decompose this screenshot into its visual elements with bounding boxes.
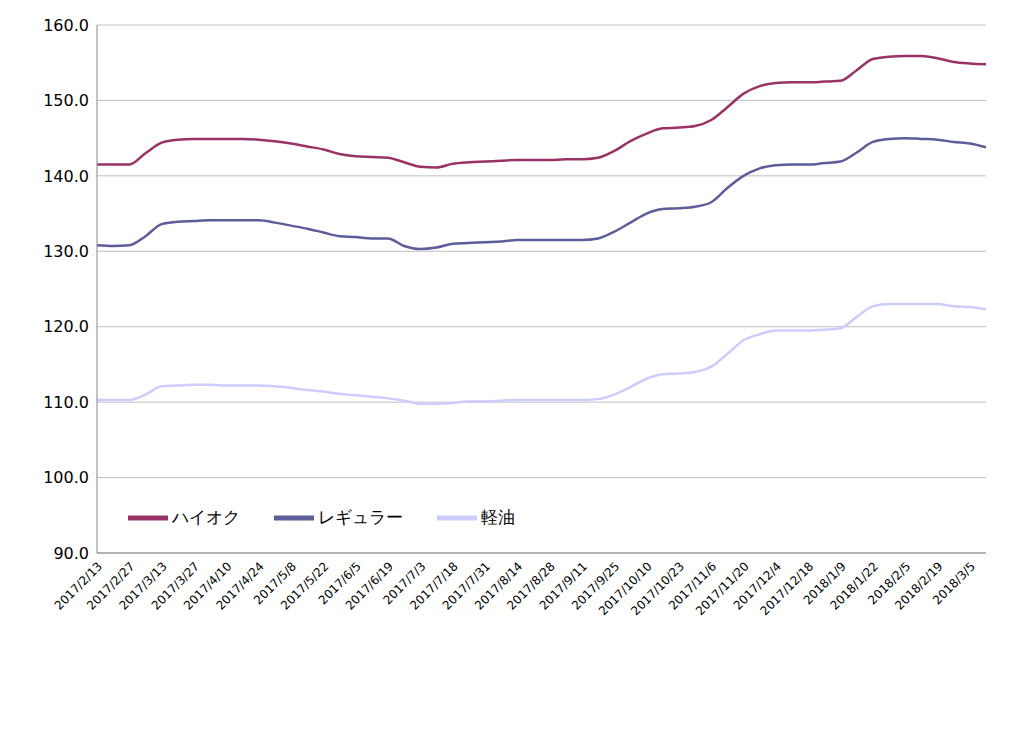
svg-text:150.0: 150.0	[43, 91, 89, 110]
svg-text:2017/4/24: 2017/4/24	[213, 559, 267, 613]
svg-text:2017/11/6: 2017/11/6	[666, 559, 720, 613]
svg-text:120.0: 120.0	[43, 317, 89, 336]
svg-text:110.0: 110.0	[43, 393, 89, 412]
svg-text:2017/12/4: 2017/12/4	[730, 559, 784, 613]
svg-text:2017/5/22: 2017/5/22	[278, 559, 332, 613]
html-text:レギュラー: レギュラー	[318, 507, 403, 527]
svg-text:2017/6/19: 2017/6/19	[342, 559, 397, 613]
html-text:ハイオク: ハイオク	[172, 507, 240, 527]
svg-text:2018/2/5: 2018/2/5	[865, 559, 914, 608]
svg-text:100.0: 100.0	[43, 468, 89, 487]
svg-text:2017/7/3: 2017/7/3	[380, 559, 429, 608]
svg-text:2017/8/28: 2017/8/28	[504, 559, 558, 613]
svg-text:2018/2/19: 2018/2/19	[892, 559, 946, 613]
svg-text:2017/2/27: 2017/2/27	[84, 559, 138, 613]
svg-text:2018/3/5: 2018/3/5	[930, 559, 978, 607]
svg-text:2017/12/18: 2017/12/18	[758, 559, 817, 618]
svg-text:2017/7/31: 2017/7/31	[439, 559, 494, 613]
svg-text:130.0: 130.0	[43, 242, 89, 261]
svg-text:160.0: 160.0	[43, 16, 89, 35]
svg-text:2017/5/8: 2017/5/8	[251, 559, 300, 608]
svg-text:90.0: 90.0	[53, 544, 89, 563]
html-text:軽油: 軽油	[481, 507, 515, 527]
svg-text:2018/1/22: 2018/1/22	[827, 559, 881, 613]
svg-text:2017/9/11: 2017/9/11	[536, 559, 591, 613]
svg-text:140.0: 140.0	[43, 167, 89, 186]
svg-text:2017/11/20: 2017/11/20	[692, 559, 752, 619]
svg-text:2017/8/14: 2017/8/14	[472, 559, 526, 613]
svg-text:2017/7/18: 2017/7/18	[407, 559, 461, 613]
svg-text:2017/10/10: 2017/10/10	[595, 559, 655, 619]
svg-text:2017/9/25: 2017/9/25	[569, 559, 623, 613]
svg-text:2017/2/13: 2017/2/13	[51, 559, 106, 613]
svg-text:2018/1/9: 2018/1/9	[800, 559, 849, 608]
svg-text:2017/3/27: 2017/3/27	[148, 559, 203, 613]
svg-text:2017/6/5: 2017/6/5	[315, 559, 364, 608]
svg-text:2017/10/23: 2017/10/23	[628, 559, 687, 619]
svg-text:2017/3/13: 2017/3/13	[116, 559, 170, 613]
svg-text:2017/4/10: 2017/4/10	[181, 559, 235, 613]
